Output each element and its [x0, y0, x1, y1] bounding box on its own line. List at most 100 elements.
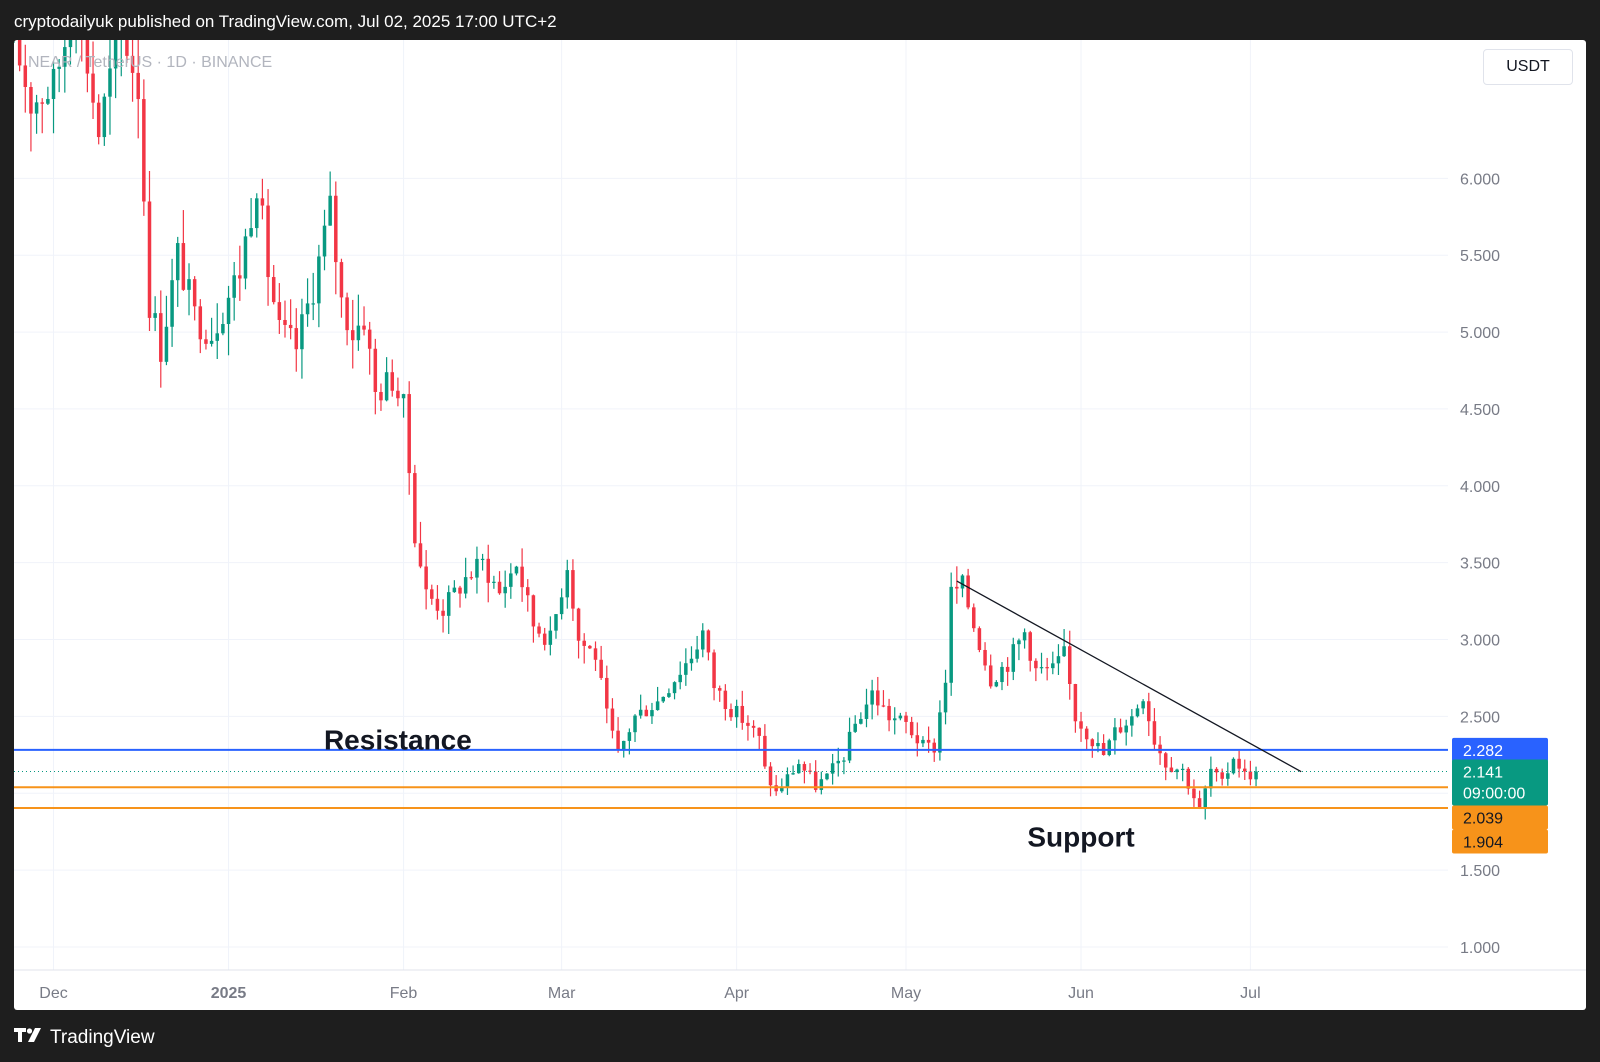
- candle-up: [734, 705, 739, 718]
- candle-up: [305, 303, 310, 315]
- candle-up: [243, 236, 248, 279]
- candle-down: [763, 735, 767, 767]
- candle-down: [125, 40, 129, 56]
- candle-up: [796, 764, 801, 774]
- candle-up: [565, 570, 570, 598]
- candle-up: [672, 682, 677, 694]
- candle-down: [266, 205, 270, 278]
- x-tick-label: Jun: [1068, 985, 1094, 1002]
- candle-down: [988, 665, 993, 687]
- candle-down: [576, 608, 581, 641]
- candle-up: [689, 658, 694, 664]
- y-tick-label: 2.500: [1460, 709, 1500, 726]
- chart-panel[interactable]: Resistance Support 1.000 1.500 2.500 3.000 3.…: [14, 40, 1586, 1010]
- candle-up: [164, 326, 169, 362]
- candle-up: [661, 696, 666, 702]
- candle-down: [706, 630, 711, 653]
- candle-down: [1248, 771, 1253, 780]
- candle-down: [571, 570, 575, 609]
- symbol-label[interactable]: NEAR / TetherUS · 1D · BINANCE: [28, 54, 273, 71]
- candle-down: [17, 40, 22, 66]
- candle-down: [294, 328, 299, 350]
- candle-up: [943, 682, 948, 713]
- candle-up: [108, 68, 112, 97]
- candle-up: [819, 779, 824, 790]
- candle-up: [57, 66, 61, 69]
- x-tick-label: Apr: [724, 985, 750, 1002]
- candle-down: [350, 330, 355, 341]
- candle-down: [1084, 728, 1089, 740]
- candle-down: [424, 566, 428, 590]
- candle-down: [610, 708, 615, 731]
- candle-up: [46, 98, 50, 104]
- candle-up: [898, 715, 903, 719]
- candle-down: [531, 595, 536, 627]
- support-upper-tag: [1452, 805, 1548, 830]
- candle-up: [864, 704, 869, 719]
- candle-down: [1214, 768, 1219, 773]
- candle-down: [345, 297, 349, 331]
- candle-up: [621, 740, 626, 750]
- y-tick-label: 5.500: [1460, 248, 1500, 265]
- candle-down: [909, 721, 914, 736]
- candle-down: [537, 626, 541, 634]
- candle-up: [780, 787, 784, 792]
- candle-up: [638, 709, 643, 716]
- candle-up: [209, 340, 214, 344]
- axes: 1.000 1.500 2.500 3.000 3.500 4.000 4.500 5.000…: [14, 171, 1586, 1002]
- candle-down: [1220, 772, 1224, 779]
- y-tick-label: 3.000: [1460, 633, 1500, 650]
- candlestick-chart[interactable]: Resistance Support 1.000 1.500 2.500 3.000 3.…: [14, 40, 1586, 1010]
- candle-down: [768, 766, 773, 786]
- candle-up: [650, 710, 654, 717]
- tradingview-logo-icon: [14, 1027, 42, 1049]
- candle-down: [435, 598, 440, 611]
- candle-up: [892, 718, 897, 721]
- candle-down: [204, 339, 208, 344]
- publisher-header: cryptodailyuk published on TradingView.c…: [14, 12, 557, 31]
- candle-down: [1186, 768, 1191, 789]
- candle-up: [949, 586, 953, 683]
- candle-down: [751, 725, 756, 728]
- candle-down: [390, 372, 395, 391]
- candle-down: [955, 586, 959, 589]
- candle-down: [181, 243, 186, 290]
- candle-down: [526, 587, 530, 596]
- candle-down: [407, 394, 411, 474]
- candle-up: [1107, 740, 1112, 756]
- candle-down: [1197, 798, 1202, 809]
- tradingview-brand[interactable]: TradingView: [14, 1024, 155, 1052]
- candle-down: [932, 742, 936, 753]
- candle-down: [588, 645, 592, 649]
- candle-up: [356, 325, 361, 341]
- candle-down: [136, 72, 140, 100]
- candle-down: [966, 575, 970, 608]
- candle-up: [51, 68, 56, 99]
- candle-up: [34, 102, 39, 114]
- descending-trendline: [956, 580, 1302, 773]
- candle-up: [102, 96, 107, 138]
- candle-down: [712, 652, 716, 689]
- candle-up: [322, 225, 327, 257]
- y-tick-label: 3.500: [1460, 556, 1500, 573]
- candle-up: [68, 40, 73, 48]
- candle-down: [757, 727, 761, 736]
- candle-up: [1203, 788, 1207, 809]
- candle-up: [1017, 640, 1021, 645]
- candle-down: [1067, 646, 1072, 684]
- candle-down: [277, 302, 282, 320]
- y-tick-label: 5.000: [1460, 325, 1500, 342]
- candle-up: [232, 275, 236, 298]
- candle-down: [542, 633, 547, 645]
- currency-button[interactable]: USDT: [1483, 49, 1573, 85]
- candle-down: [983, 649, 987, 666]
- candle-down: [1118, 727, 1123, 733]
- candle-up: [255, 198, 259, 229]
- candle-up: [1039, 667, 1044, 669]
- support-lower-tag: [1452, 829, 1548, 854]
- candle-up: [667, 693, 671, 697]
- candle-down: [379, 391, 383, 401]
- candle-down: [413, 473, 417, 544]
- candle-up: [1175, 769, 1179, 773]
- candle-down: [418, 543, 423, 567]
